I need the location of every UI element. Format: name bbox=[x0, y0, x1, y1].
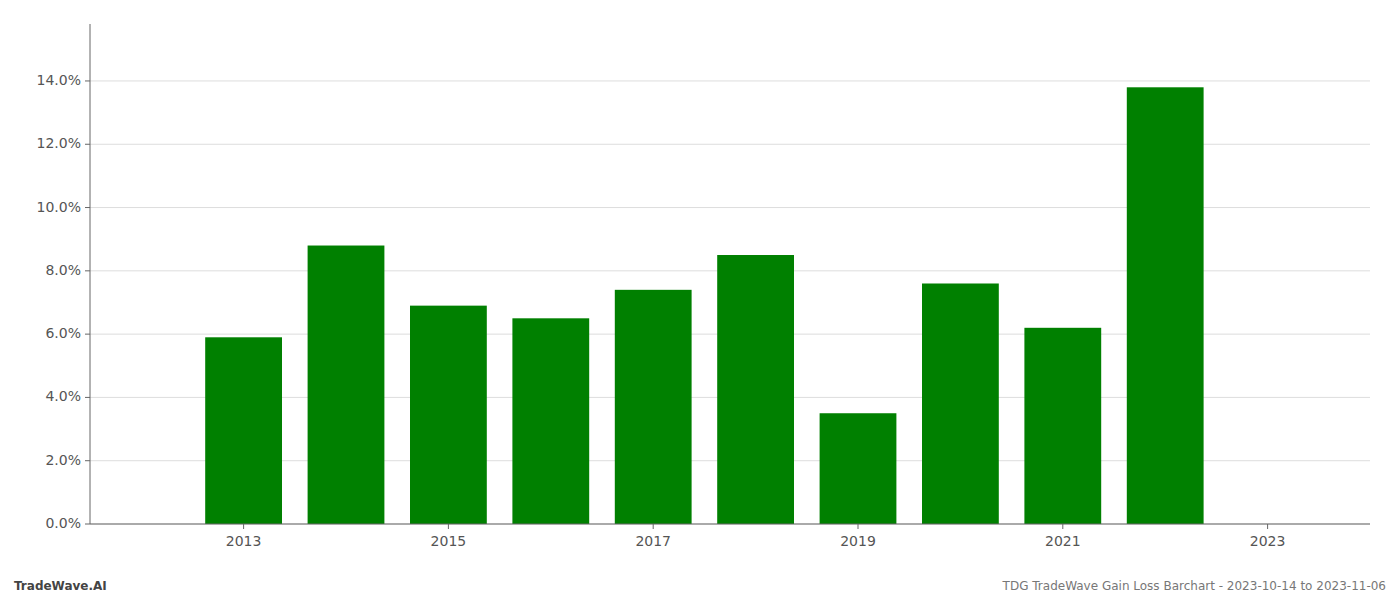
x-tick bbox=[1062, 524, 1063, 529]
footer-text: TradeWave.AI bbox=[14, 579, 107, 593]
x-axis: 2013 2015 2017 2019 2021 2023 bbox=[90, 524, 1370, 549]
x-tick-label: 2019 bbox=[840, 533, 876, 549]
x-axis-line bbox=[90, 524, 1370, 525]
y-tick-label: 8.0% bbox=[45, 262, 81, 278]
x-tick bbox=[653, 524, 654, 529]
x-tick-label: 2015 bbox=[431, 533, 467, 549]
bar bbox=[308, 246, 385, 524]
y-tick-label: 12.0% bbox=[37, 135, 81, 151]
grid-line bbox=[90, 524, 1370, 525]
x-tick bbox=[448, 524, 449, 529]
y-tick-label: 6.0% bbox=[45, 325, 81, 341]
y-tick-label: 0.0% bbox=[45, 515, 81, 531]
x-tick bbox=[1267, 524, 1268, 529]
y-tick bbox=[85, 460, 90, 461]
x-tick bbox=[243, 524, 244, 529]
bar bbox=[717, 255, 794, 524]
grid-line bbox=[90, 80, 1370, 81]
bar bbox=[410, 306, 487, 524]
grid bbox=[90, 81, 1370, 524]
bar bbox=[205, 337, 282, 524]
y-tick-label: 2.0% bbox=[45, 452, 81, 468]
chart: 0.0%2.0%4.0%6.0%8.0%10.0%12.0%14.0%20132… bbox=[0, 0, 1400, 600]
bar bbox=[820, 413, 897, 524]
bar bbox=[1127, 87, 1204, 524]
y-tick bbox=[85, 80, 90, 81]
bars bbox=[205, 87, 1203, 524]
y-tick bbox=[85, 207, 90, 208]
y-tick bbox=[85, 270, 90, 271]
x-tick-label: 2021 bbox=[1045, 533, 1081, 549]
x-tick-label: 2013 bbox=[226, 533, 262, 549]
x-tick-label: 2023 bbox=[1250, 533, 1286, 549]
y-tick-label: 14.0% bbox=[37, 72, 81, 88]
y-tick bbox=[85, 397, 90, 398]
y-tick-label: 4.0% bbox=[45, 388, 81, 404]
y-axis-line bbox=[90, 24, 91, 524]
y-tick-label: 10.0% bbox=[37, 199, 81, 215]
bar bbox=[512, 318, 589, 524]
x-tick bbox=[858, 524, 859, 529]
bar bbox=[1024, 328, 1101, 524]
y-tick bbox=[85, 334, 90, 335]
x-tick-label: 2017 bbox=[635, 533, 671, 549]
y-axis: 0.0% 2.0% 4.0% 6.0% 8.0% 10.0% 12.0% 14.0% bbox=[37, 24, 90, 531]
bar bbox=[922, 283, 999, 524]
footer-text: TDG TradeWave Gain Loss Barchart - 2023-… bbox=[1002, 579, 1386, 593]
y-tick bbox=[85, 144, 90, 145]
y-tick bbox=[85, 524, 90, 525]
bar bbox=[615, 290, 692, 524]
